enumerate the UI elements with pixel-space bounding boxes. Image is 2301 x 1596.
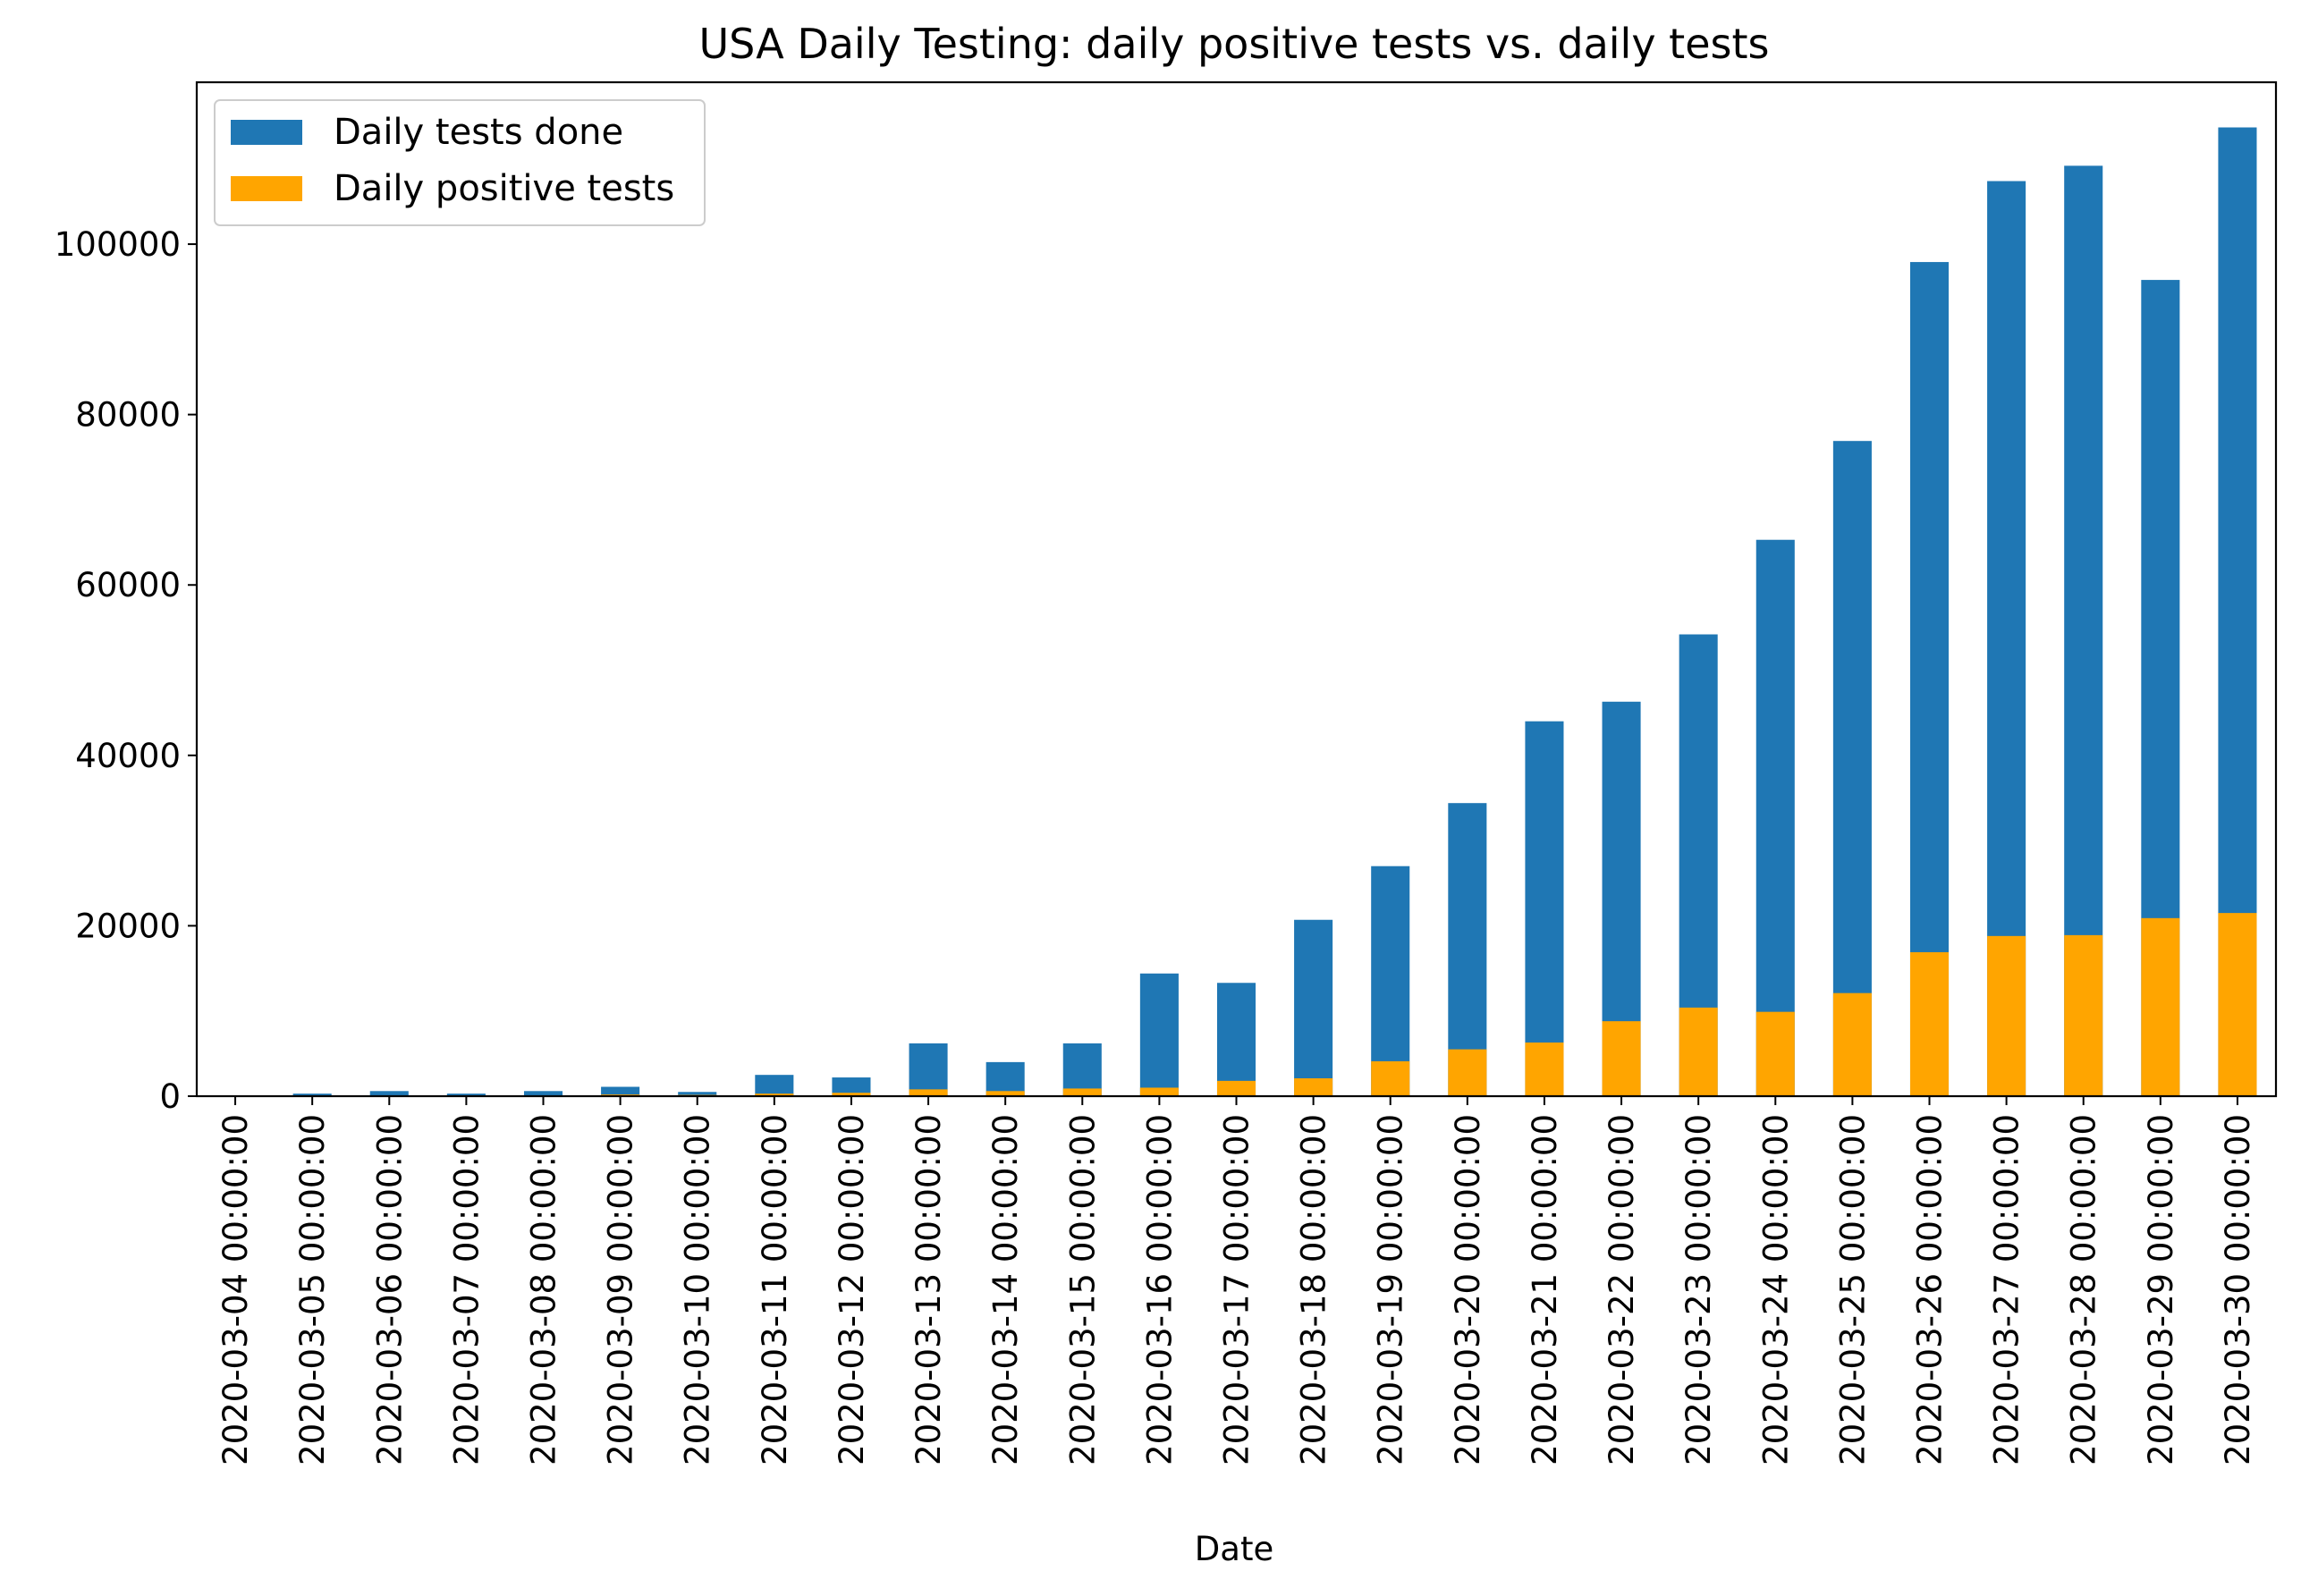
legend-box <box>214 99 706 226</box>
bar-daily-positive <box>1602 1021 1641 1096</box>
bar-daily-tests <box>1448 803 1487 1096</box>
bar-daily-tests <box>1371 866 1410 1096</box>
bar-daily-positive <box>1448 1049 1487 1096</box>
bar-daily-positive <box>986 1091 1025 1096</box>
bar-daily-positive <box>1294 1077 1333 1096</box>
legend-label-positive: Daily positive tests <box>334 168 674 209</box>
x-tick-label: 2020-03-18 00:00:00 <box>1295 1114 1333 1465</box>
bar-daily-positive <box>1371 1060 1410 1096</box>
bar-daily-tests <box>1525 721 1564 1096</box>
legend-swatch-tests <box>231 120 302 145</box>
bar-daily-positive <box>909 1089 948 1096</box>
bar-daily-tests <box>755 1075 794 1096</box>
x-tick-label: 2020-03-23 00:00:00 <box>1679 1114 1718 1465</box>
legend-label-tests: Daily tests done <box>334 112 623 153</box>
y-tick-label: 20000 <box>75 907 181 945</box>
bar-daily-tests <box>369 1091 409 1096</box>
axes-group: 0 20000 40000 60000 80000 100000 2020-03-04 00… <box>55 80 2278 1465</box>
bar-daily-tests <box>678 1092 717 1096</box>
bar-daily-tests <box>601 1086 640 1096</box>
bar-daily-positive <box>1139 1087 1179 1096</box>
y-tick-label: 40000 <box>75 737 181 775</box>
bar-daily-tests <box>1755 539 1795 1096</box>
bar-daily-tests <box>1139 973 1179 1096</box>
bar-daily-tests <box>446 1094 486 1096</box>
x-tick-label: 2020-03-08 00:00:00 <box>525 1114 563 1465</box>
x-tick-label: 2020-03-27 00:00:00 <box>1988 1114 2026 1465</box>
bar-daily-positive <box>832 1093 871 1096</box>
bar-daily-positive <box>1755 1011 1795 1096</box>
x-tick-label: 2020-03-14 00:00:00 <box>986 1114 1025 1465</box>
bar-daily-positive <box>1832 992 1872 1096</box>
bar-daily-positive <box>1679 1007 1718 1096</box>
x-tick-label: 2020-03-07 00:00:00 <box>447 1114 486 1465</box>
bar-daily-tests <box>1832 441 1872 1096</box>
y-tick-label: 60000 <box>75 566 181 604</box>
x-tick-label: 2020-03-26 00:00:00 <box>1911 1114 1950 1465</box>
bar-daily-positive <box>1062 1088 1102 1096</box>
x-axis-label: Date <box>1195 1530 1273 1568</box>
x-tick-label: 2020-03-16 00:00:00 <box>1140 1114 1179 1465</box>
bar-daily-tests <box>909 1043 948 1096</box>
x-tick-label: 2020-03-19 00:00:00 <box>1372 1114 1410 1465</box>
bar-daily-tests <box>1062 1043 1102 1096</box>
x-tick-label: 2020-03-10 00:00:00 <box>679 1114 717 1465</box>
x-tick-label: 2020-03-13 00:00:00 <box>909 1114 948 1465</box>
legend-swatch-positive <box>231 176 302 201</box>
bar-daily-positive <box>1216 1080 1256 1096</box>
x-tick-label: 2020-03-15 00:00:00 <box>1063 1114 1102 1465</box>
bar-daily-positive <box>1909 951 1950 1096</box>
x-tick-label: 2020-03-30 00:00:00 <box>2219 1114 2257 1465</box>
y-tick-label: 0 <box>159 1077 181 1116</box>
x-tick-label: 2020-03-24 00:00:00 <box>1756 1114 1795 1465</box>
x-tick-label: 2020-03-04 00:00:00 <box>216 1114 255 1465</box>
x-tick-label: 2020-03-09 00:00:00 <box>602 1114 640 1465</box>
y-tick-label: 100000 <box>55 225 181 264</box>
bar-daily-positive <box>2141 917 2180 1096</box>
x-tick-label: 2020-03-11 00:00:00 <box>756 1114 794 1465</box>
x-tick-label: 2020-03-21 00:00:00 <box>1526 1114 1564 1465</box>
bar-daily-tests <box>1216 983 1256 1096</box>
legend: Daily tests done Daily positive tests <box>214 99 706 226</box>
bar-daily-tests <box>292 1094 332 1096</box>
bars-group <box>292 127 2257 1097</box>
bar-daily-tests <box>523 1091 563 1096</box>
bar-daily-positive <box>1987 935 2026 1096</box>
x-tick-label: 2020-03-20 00:00:00 <box>1449 1114 1487 1465</box>
x-tick-label: 2020-03-12 00:00:00 <box>833 1114 871 1465</box>
bar-daily-positive <box>2218 913 2257 1096</box>
bar-daily-positive <box>755 1094 794 1096</box>
x-tick-label: 2020-03-06 00:00:00 <box>370 1114 409 1465</box>
bar-daily-tests <box>1294 919 1333 1096</box>
x-tick-label: 2020-03-28 00:00:00 <box>2065 1114 2103 1465</box>
x-tick-label: 2020-03-05 00:00:00 <box>293 1114 332 1465</box>
x-tick-label: 2020-03-17 00:00:00 <box>1218 1114 1256 1465</box>
bar-daily-positive <box>2064 934 2103 1096</box>
y-tick-label: 80000 <box>75 396 181 435</box>
chart-title: USA Daily Testing: daily positive tests … <box>699 20 1770 68</box>
x-tick-label: 2020-03-29 00:00:00 <box>2142 1114 2180 1465</box>
bar-daily-tests <box>986 1061 1025 1096</box>
x-tick-label: 2020-03-22 00:00:00 <box>1603 1114 1641 1465</box>
bar-daily-positive <box>1525 1042 1564 1096</box>
x-tick-label: 2020-03-25 00:00:00 <box>1833 1114 1872 1465</box>
bar-daily-tests <box>832 1077 871 1096</box>
